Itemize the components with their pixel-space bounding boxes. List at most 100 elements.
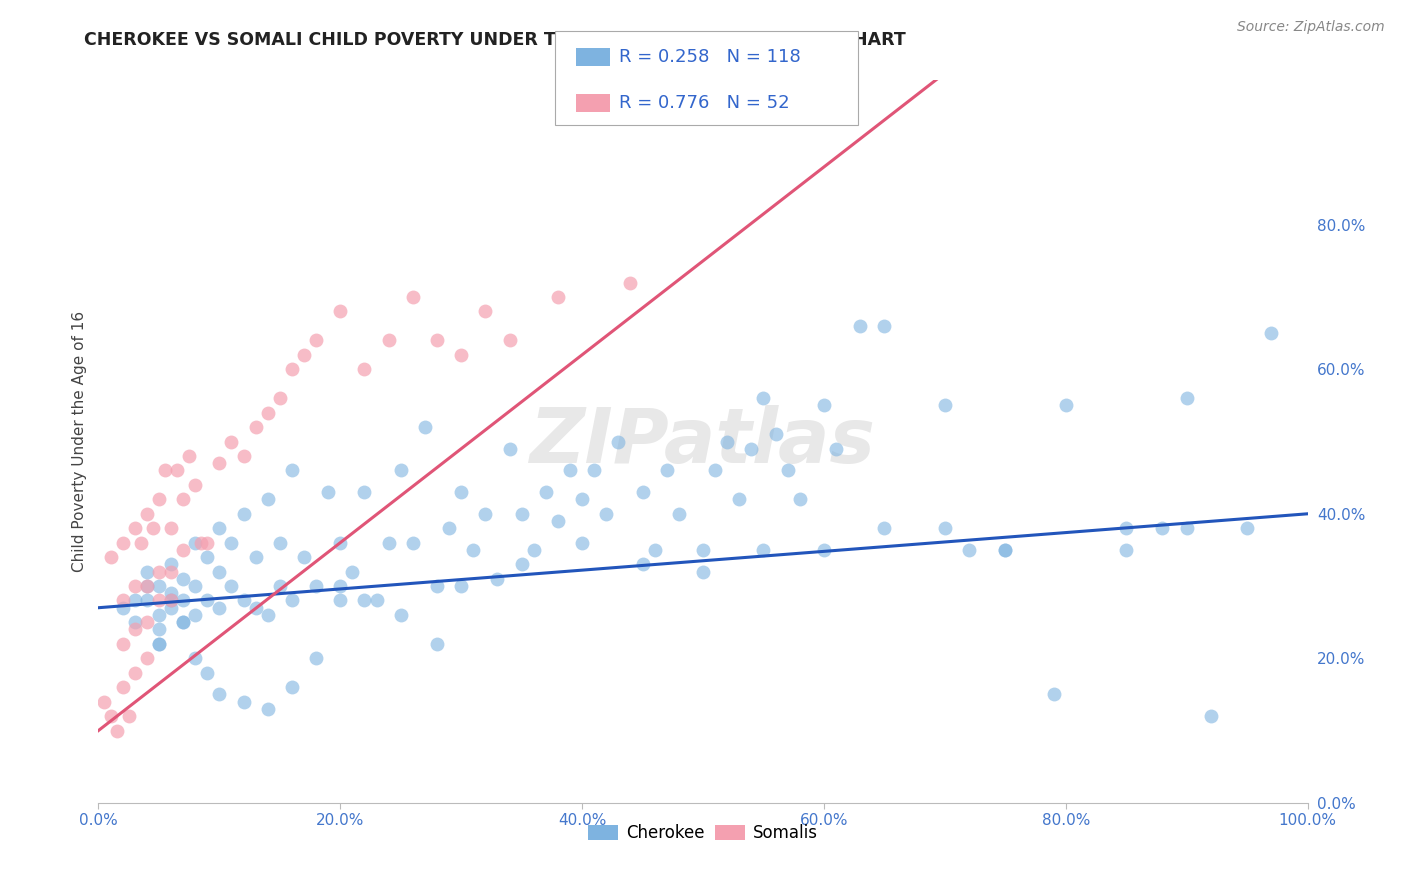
Point [474,304,496,318]
Point [873,318,896,333]
Point [377,535,399,549]
Point [256,702,278,716]
Point [1152,521,1174,535]
Point [1199,709,1222,723]
Point [232,695,254,709]
Point [100,709,122,723]
Point [873,521,896,535]
Point [486,572,509,586]
Point [111,600,134,615]
Point [292,550,315,565]
Point [124,615,146,630]
Point [849,318,872,333]
Point [100,550,122,565]
Point [195,593,218,607]
Point [366,593,388,607]
Point [752,391,775,405]
Point [426,334,449,348]
Point [281,593,304,607]
Point [547,290,569,304]
Point [172,593,194,607]
Text: CHEROKEE VS SOMALI CHILD POVERTY UNDER THE AGE OF 16 CORRELATION CHART: CHEROKEE VS SOMALI CHILD POVERTY UNDER T… [84,31,905,49]
Point [607,434,630,449]
Point [692,542,714,557]
Point [329,535,352,549]
Point [160,521,183,535]
Point [813,542,835,557]
Point [281,362,304,376]
Point [190,535,212,549]
Point [934,521,956,535]
Point [124,593,146,607]
Point [765,427,787,442]
Y-axis label: Child Poverty Under the Age of 16: Child Poverty Under the Age of 16 [72,311,87,572]
Point [644,542,666,557]
Point [402,535,425,549]
Point [208,565,231,579]
Point [692,565,714,579]
Point [1236,521,1258,535]
Point [208,456,231,470]
Point [172,542,194,557]
Point [619,276,641,290]
Point [179,449,201,463]
Point [740,442,762,456]
Point [934,398,956,412]
Point [813,398,835,412]
Point [305,651,328,665]
Point [111,680,134,694]
Point [595,507,617,521]
Point [111,535,134,549]
Point [825,442,848,456]
Point [124,579,146,593]
Point [135,579,157,593]
Point [329,593,352,607]
Point [184,579,207,593]
Point [353,362,375,376]
Point [353,485,375,500]
Point [269,579,291,593]
Point [160,586,183,600]
Point [1042,687,1064,701]
Point [655,463,678,477]
Point [124,521,146,535]
Point [184,535,207,549]
Point [450,348,472,362]
Point [195,550,218,565]
Point [583,463,606,477]
Text: Source: ZipAtlas.com: Source: ZipAtlas.com [1237,20,1385,34]
Point [245,420,267,434]
Point [1115,521,1137,535]
Point [135,565,157,579]
Point [232,507,254,521]
Point [994,542,1017,557]
Point [153,463,176,477]
Point [353,593,375,607]
Point [245,600,267,615]
Point [160,593,183,607]
Point [776,463,799,477]
Point [1175,391,1198,405]
Legend: Cherokee, Somalis: Cherokee, Somalis [581,817,825,848]
Point [342,565,364,579]
Point [571,492,593,507]
Point [377,334,399,348]
Point [129,535,152,549]
Point [716,434,738,449]
Point [160,558,183,572]
Point [148,637,170,651]
Point [631,558,654,572]
Point [1115,542,1137,557]
Point [1175,521,1198,535]
Point [329,579,352,593]
Point [148,579,170,593]
Point [269,535,291,549]
Point [389,607,412,622]
Point [402,290,425,304]
Point [135,579,157,593]
Point [1054,398,1077,412]
Point [256,492,278,507]
Point [172,615,194,630]
Point [389,463,412,477]
Point [523,542,546,557]
